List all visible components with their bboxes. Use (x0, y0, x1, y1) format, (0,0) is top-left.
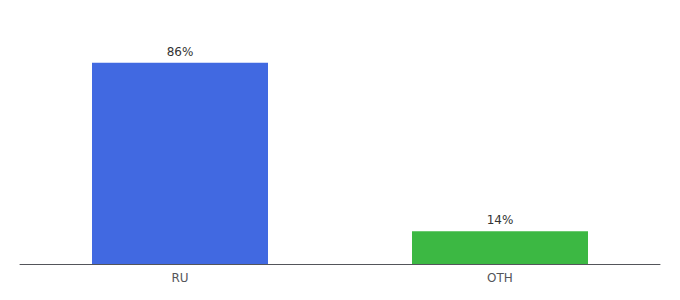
svg-text:RU: RU (171, 271, 188, 285)
svg-text:86%: 86% (167, 45, 194, 59)
svg-text:14%: 14% (487, 213, 514, 227)
svg-text:OTH: OTH (487, 271, 513, 285)
